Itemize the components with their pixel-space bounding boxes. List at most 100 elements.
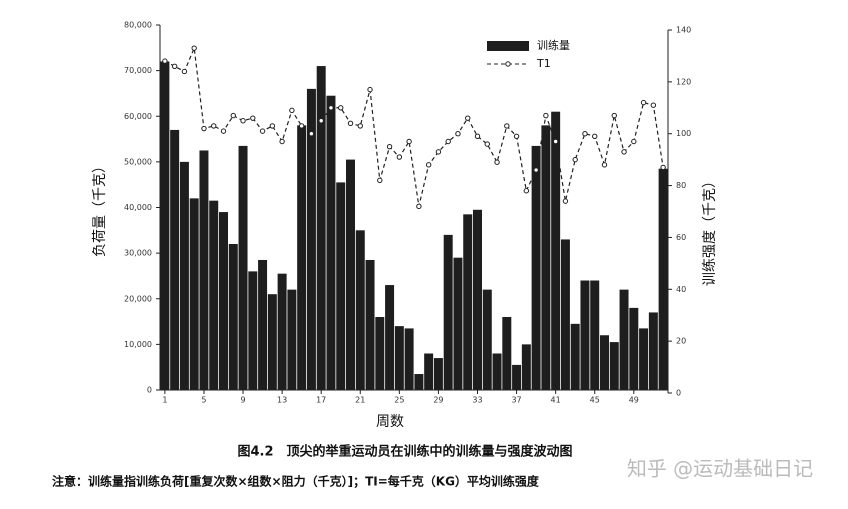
y2-tick-label: 40 [676,285,686,294]
bar [170,129,180,390]
bar [179,161,189,390]
bar [512,364,522,390]
x-tick-label: 5 [201,396,206,405]
bar [453,257,463,390]
line-point [484,141,490,147]
line-point [367,86,373,93]
line-point [425,162,432,168]
line-point [279,138,285,145]
watermark: 知乎 @运动基础日记 [627,457,813,481]
bar [306,88,316,390]
y2-tick-label: 80 [676,181,686,190]
x-tick-label: 1 [162,396,167,405]
line-point [298,123,305,129]
y2-axis-title: 训练强度（千克） [702,174,718,286]
bar [541,125,551,390]
bar [658,168,668,390]
line-point [386,143,393,150]
bar [355,230,365,390]
bar [160,61,170,390]
x-axis-title: 周数 [376,414,404,430]
y-tick-label: 50,000 [124,157,152,166]
y2-tick-label: 20 [676,337,686,346]
line-point [455,131,461,137]
bar [287,289,297,390]
y-tick-label: 40,000 [124,203,152,212]
line-point [513,133,520,140]
y2-tick-label: 0 [676,389,681,398]
line-point [357,123,363,129]
line-point [592,133,598,140]
bar [590,280,600,390]
bar [609,342,619,390]
line-point [211,123,217,129]
bar [414,374,424,390]
y-tick-label: 30,000 [124,249,152,258]
line-point [328,105,334,111]
line-point [611,112,617,119]
x-tick-label: 37 [511,396,521,405]
x-tick-label: 29 [433,396,443,405]
line-point [572,156,578,163]
line-point [445,138,451,145]
line-point [406,138,412,145]
bar [248,271,258,390]
y-tick-label: 0 [147,386,152,395]
line-point [171,63,178,70]
bar [189,198,199,390]
x-tick-label: 9 [240,396,245,405]
bar [316,66,326,390]
line-point [640,99,647,106]
bar [267,294,277,390]
note: 注意：训练量指训练负荷[重复次数×组数×阻力（千克）]；TI=每千克（KG）平均… [52,474,540,489]
bar [424,353,434,390]
bar [385,285,395,390]
line-point [465,115,471,121]
line-point [562,198,569,204]
x-tick-label: 21 [355,396,365,405]
line-point [259,128,266,134]
bar [551,111,561,390]
bar [219,212,228,390]
bar [297,125,307,390]
line [164,45,664,207]
line-point [347,120,354,127]
line-point [601,162,608,168]
bar [238,145,248,390]
bar [404,328,414,390]
bar [365,259,375,390]
line-point [416,203,422,210]
line-point [494,159,500,165]
line-point [162,58,168,64]
line-point [523,188,530,194]
bar [463,214,473,390]
y-tick-label: 20,000 [124,294,152,303]
x-tick-label: 17 [316,396,326,405]
caption: 图4.2 顶尖的举重运动员在训练中的训练量与强度波动图 [237,444,572,460]
bar [277,273,287,390]
bar [433,358,443,390]
legend-label: T1 [536,57,551,70]
bar [521,344,531,390]
bar [502,317,512,390]
x-tick-label: 45 [590,396,600,405]
line-point [240,118,246,124]
line-point [318,118,324,124]
bar [580,280,590,390]
x-tick-label: 13 [277,396,287,405]
bar [560,239,570,390]
line-point [201,125,207,132]
line-point [552,138,559,145]
y-tick-label: 10,000 [124,340,152,349]
line-point [543,112,549,119]
line-point [220,128,227,134]
bar [258,259,268,390]
line-point [582,131,588,137]
line-point [631,138,637,145]
y-tick-label: 60,000 [124,112,152,121]
bar [443,234,453,390]
y2-tick-label: 140 [676,26,691,35]
bar [629,307,639,390]
bar [648,312,658,390]
line-point [181,68,188,75]
